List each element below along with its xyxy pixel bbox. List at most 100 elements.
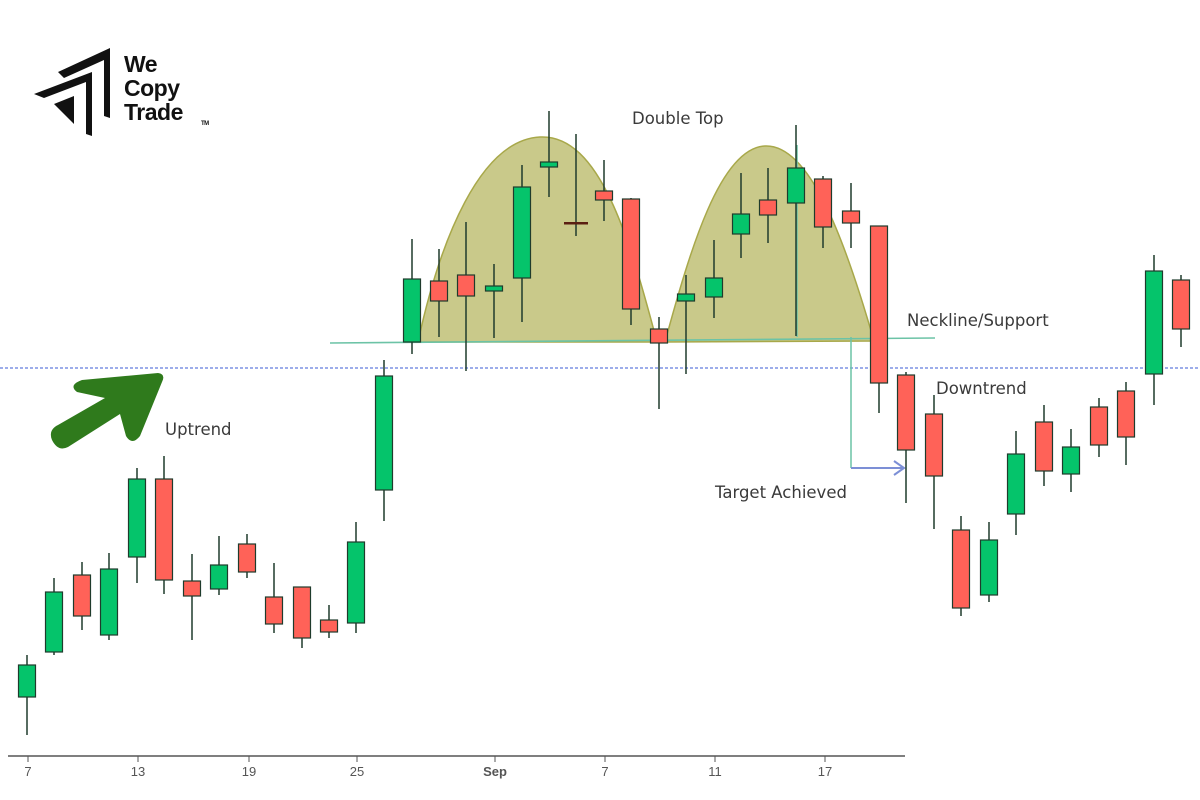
candle-body xyxy=(896,374,916,451)
target-achieved-label: Target Achieved xyxy=(715,483,847,502)
candle-body xyxy=(841,210,861,224)
candle-body xyxy=(1144,270,1164,375)
candle xyxy=(237,534,257,578)
x-tick-label: 17 xyxy=(817,764,833,779)
candle xyxy=(456,222,476,371)
candle-body xyxy=(374,375,394,491)
neckline-support-line xyxy=(329,337,936,344)
candle-body xyxy=(676,293,696,302)
x-tick-label: 19 xyxy=(241,764,257,779)
candle-body xyxy=(564,222,588,225)
uptrend-arrow-icon xyxy=(50,373,164,449)
candle xyxy=(484,264,504,338)
wecopytrade-logo: We Copy Trade TM xyxy=(30,46,230,138)
candle xyxy=(154,456,174,594)
candle xyxy=(841,183,861,248)
downtrend-label: Downtrend xyxy=(936,379,1027,398)
candle-body xyxy=(127,478,147,558)
candle xyxy=(758,168,778,243)
neckline-label: Neckline/Support xyxy=(907,311,1049,330)
candle xyxy=(1116,382,1136,465)
candle-body xyxy=(1116,390,1136,438)
candle xyxy=(869,225,889,413)
candle-body xyxy=(99,568,119,636)
uptrend-label: Uptrend xyxy=(165,420,232,439)
candle-body xyxy=(594,190,614,201)
double-top-label: Double Top xyxy=(632,109,724,128)
candle-body xyxy=(72,574,92,617)
candle-body xyxy=(237,543,257,573)
candle-body xyxy=(429,280,449,302)
candle-body xyxy=(456,274,476,297)
candle-body xyxy=(1034,421,1054,472)
candle xyxy=(72,562,92,630)
first-top-hump xyxy=(417,136,658,343)
candle-body xyxy=(758,199,778,216)
candle-body xyxy=(512,186,532,279)
candle xyxy=(813,176,833,248)
candle-body xyxy=(44,591,64,653)
candle xyxy=(374,360,394,521)
x-tick-label: 7 xyxy=(601,764,609,779)
candle-body xyxy=(319,619,339,633)
candle xyxy=(264,563,284,633)
candle-body xyxy=(264,596,284,625)
candle-body xyxy=(621,198,641,310)
candle-body xyxy=(813,178,833,228)
logo-word-we: We xyxy=(124,51,158,77)
candle xyxy=(1144,255,1164,405)
trademark-symbol: TM xyxy=(201,121,209,127)
candle-body xyxy=(292,586,312,639)
candle-body xyxy=(979,539,999,596)
candle-body xyxy=(1089,406,1109,446)
logo-mark-icon xyxy=(34,48,110,136)
x-tick-label: 25 xyxy=(349,764,365,779)
candle xyxy=(704,240,724,318)
candle-body xyxy=(704,277,724,298)
candle-body xyxy=(951,529,971,609)
candle-body xyxy=(649,328,669,344)
candle xyxy=(979,522,999,602)
candle xyxy=(1061,429,1081,492)
candle-body xyxy=(869,225,889,384)
candle xyxy=(676,275,696,374)
candle-body xyxy=(1006,453,1026,515)
candle-body xyxy=(182,580,202,597)
candle xyxy=(1006,431,1026,535)
candle xyxy=(127,468,147,583)
candle xyxy=(594,160,614,221)
candle-body xyxy=(539,161,559,168)
candle xyxy=(649,317,669,409)
candle xyxy=(182,554,202,640)
candle xyxy=(17,655,37,735)
candle-body xyxy=(1061,446,1081,475)
x-axis-ticks xyxy=(27,756,826,762)
second-top-hump xyxy=(664,145,875,343)
candle xyxy=(896,372,916,503)
candles-group xyxy=(17,111,1191,735)
logo-wordmark: We Copy Trade TM xyxy=(124,51,209,127)
candle-body xyxy=(924,413,944,477)
candle xyxy=(1171,275,1191,347)
candle xyxy=(346,522,366,633)
candle xyxy=(319,605,339,638)
candle-body xyxy=(1171,279,1191,330)
candle-body xyxy=(209,564,229,590)
logo-word-copy: Copy xyxy=(124,75,180,101)
candle-body xyxy=(786,167,806,204)
candle xyxy=(402,239,422,354)
candle xyxy=(731,173,751,258)
candle-body xyxy=(17,664,37,698)
candle xyxy=(1034,405,1054,486)
candle xyxy=(951,516,971,616)
candle xyxy=(44,578,64,655)
candle xyxy=(924,395,944,529)
logo-word-trade: Trade xyxy=(124,99,183,125)
candle-body xyxy=(346,541,366,624)
candle xyxy=(292,586,312,648)
x-tick-label: 11 xyxy=(708,764,722,779)
candle-body xyxy=(484,285,504,292)
x-tick-label: Sep xyxy=(483,764,507,779)
x-tick-label: 7 xyxy=(24,764,32,779)
candle xyxy=(209,536,229,595)
